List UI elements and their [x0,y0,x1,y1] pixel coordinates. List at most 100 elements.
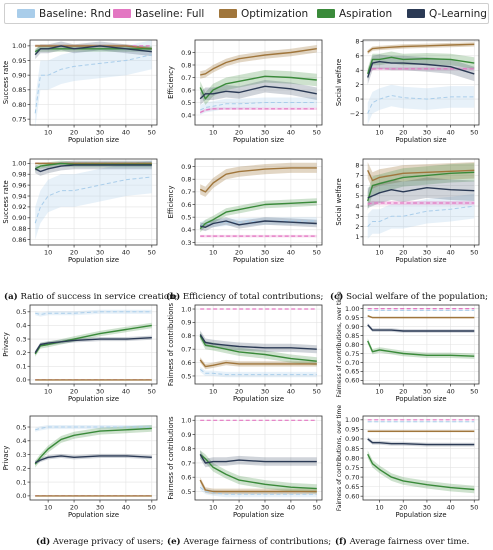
subplot: 0.0 0.1 0.2 0.3 0.4 0.5 10 20 30 40 50 Population s… [2,304,158,403]
series-line [199,85,317,100]
x-tick-label: 50 [313,504,321,512]
series-line [199,75,317,100]
x-tick-label: 10 [44,388,52,396]
caption-e: (e) Average fairness of contributions; [167,537,332,547]
y-tick-label: 1.00 [12,160,26,168]
x-tick-label: 30 [261,249,269,257]
axes-frame [194,39,323,126]
series-line [199,479,317,493]
x-axis-label: Population size [233,136,284,144]
series-line [199,167,317,193]
y-tick-label: 0.65 [345,368,359,376]
y-tick-label: 0.86 [12,236,26,244]
subplot: 1 2 3 4 5 6 7 8 10 20 30 40 50 Population size Social … [335,158,480,264]
legend-label: Q-Learning [429,8,487,20]
y-tick-label: 6 [355,182,359,190]
legend-label: Baseline: Full [135,8,205,20]
series-band [200,217,317,232]
series-line [199,368,317,376]
x-tick-label: 20 [399,388,407,396]
y-tick-label: 0.8 [181,332,191,340]
legend: Baseline: Rnd Baseline: Full Optimization A… [4,3,489,24]
series-band [35,335,152,355]
y-tick-label: 0.70 [345,473,359,481]
y-tick-label: 0.5 [181,213,191,221]
y-tick-label: 6 [355,52,359,60]
x-tick-label: 20 [70,388,78,396]
series-line [199,486,317,495]
x-tick-label: 30 [423,504,431,512]
subplot: 0.75 0.80 0.85 0.90 0.95 1.00 10 20 30 40 50 Popula… [2,39,158,144]
y-tick-label: 0.5 [181,488,191,496]
y-tick-label: 0.95 [345,426,359,434]
x-tick-label: 40 [287,249,295,257]
x-tick-label: 10 [44,129,52,137]
y-tick-label: 3 [355,213,359,221]
series-band [200,331,317,366]
y-tick-label: 0.2 [16,465,26,473]
series-band [200,366,317,378]
y-tick-label: 8 [355,161,359,169]
x-tick-label: 10 [375,388,383,396]
axes-frame [194,158,323,246]
y-tick-label: 0.75 [345,464,359,472]
series-band [35,425,152,468]
x-tick-label: 10 [209,129,217,137]
axes-frame [29,39,158,126]
y-tick-label: 0.0 [16,492,26,500]
legend-entry: Baseline: Rnd [17,8,111,20]
x-tick-label: 20 [235,388,243,396]
series-band [35,160,152,240]
y-tick-label: 0.80 [12,101,26,109]
x-tick-label: 10 [209,249,217,257]
x-tick-label: 30 [96,249,104,257]
y-tick-label: 0.85 [345,445,359,453]
y-tick-label: 0.3 [181,239,191,247]
legend-entry: Baseline: Full [113,8,204,20]
axes-frame [194,415,323,501]
y-tick-label: 0.60 [345,492,359,500]
series-line [367,202,475,205]
x-tick-label: 40 [287,388,295,396]
y-tick-label: 0.5 [16,308,26,316]
series-band [367,193,475,239]
y-axis-label: Fairness of contributions [167,416,175,500]
series-band [367,54,475,85]
x-tick-label: 50 [148,504,156,512]
series-band [200,162,317,197]
x-tick-label: 20 [235,504,243,512]
series-line [199,334,317,350]
x-tick-label: 10 [209,388,217,396]
y-tick-label: 0.88 [12,225,26,233]
series-band [367,84,475,125]
y-tick-label: 0.95 [12,57,26,65]
x-tick-label: 40 [446,129,454,137]
y-tick-label: 0.6 [181,86,191,94]
x-tick-label: 40 [446,249,454,257]
series-band [200,450,317,493]
series-line [199,454,317,464]
subplot: 0.86 0.88 0.90 0.92 0.94 0.96 0.98 1.00 10 20 30 40… [2,158,158,264]
x-tick-label: 40 [287,504,295,512]
series-line [199,453,317,490]
y-tick-label: 0.0 [16,376,26,384]
legend-entry: Q-Learning [407,8,487,20]
legend-label: Optimization [241,8,309,20]
axes-frame [29,304,158,385]
x-axis-label: Population size [68,511,119,519]
x-tick-label: 40 [446,388,454,396]
series-line [367,68,475,75]
x-tick-label: 30 [261,129,269,137]
y-tick-label: 0.3 [16,451,26,459]
axes-frame [362,158,480,246]
series-line [199,335,317,362]
series-band [200,70,317,105]
y-tick-label: 0.9 [181,319,191,327]
series-line [199,201,317,230]
x-tick-label: 10 [44,249,52,257]
x-axis-label: Population size [68,136,119,144]
y-tick-label: 0.94 [12,192,26,200]
y-tick-label: 0.80 [345,454,359,462]
y-tick-label: 0.75 [345,350,359,358]
series-line [200,220,317,229]
